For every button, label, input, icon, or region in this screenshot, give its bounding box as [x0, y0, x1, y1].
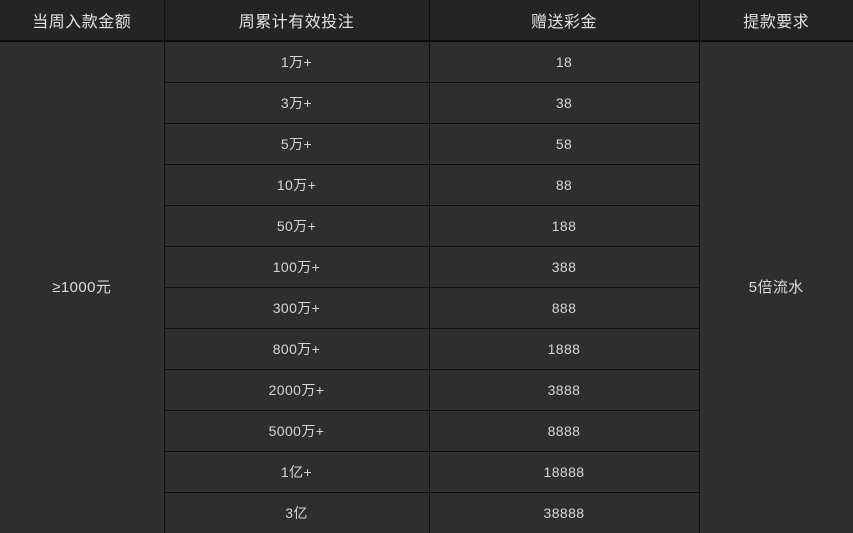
cell-bonus-amount: 188 — [429, 206, 699, 247]
cell-weekly-valid-bet: 3亿 — [164, 493, 429, 533]
cell-bonus-amount: 1888 — [429, 329, 699, 370]
bonus-amount-value: 38888 — [430, 506, 699, 520]
weekly-valid-bet-value: 3亿 — [165, 506, 429, 520]
cell-bonus-amount: 388 — [429, 247, 699, 288]
cell-bonus-amount: 88 — [429, 165, 699, 206]
bonus-amount-value: 1888 — [430, 342, 699, 356]
weekly-valid-bet-value: 1万+ — [165, 55, 429, 69]
weekly-valid-bet-value: 3万+ — [165, 96, 429, 110]
column-header-withdrawal-requirement: 提款要求 — [699, 0, 853, 41]
cell-weekly-valid-bet: 1万+ — [164, 41, 429, 83]
cell-withdrawal-requirement: 5倍流水 — [699, 41, 853, 533]
bonus-amount-value: 8888 — [430, 424, 699, 438]
column-header-weekly-deposit-amount: 当周入款金额 — [0, 0, 164, 41]
cell-bonus-amount: 3888 — [429, 370, 699, 411]
cell-weekly-valid-bet: 2000万+ — [164, 370, 429, 411]
weekly-valid-bet-value: 5000万+ — [165, 424, 429, 438]
cell-bonus-amount: 58 — [429, 124, 699, 165]
bonus-amount-value: 18 — [430, 55, 699, 69]
weekly-valid-bet-value: 10万+ — [165, 178, 429, 192]
cell-bonus-amount: 18888 — [429, 452, 699, 493]
weekly-valid-bet-value: 800万+ — [165, 342, 429, 356]
cell-weekly-valid-bet: 3万+ — [164, 83, 429, 124]
weekly-valid-bet-value: 2000万+ — [165, 383, 429, 397]
bonus-amount-value: 38 — [430, 96, 699, 110]
column-header-weekly-valid-bet: 周累计有效投注 — [164, 0, 429, 41]
withdrawal-requirement-value: 5倍流水 — [700, 280, 853, 295]
column-header-bonus-amount: 赠送彩金 — [429, 0, 699, 41]
cell-weekly-valid-bet: 300万+ — [164, 288, 429, 329]
table-header-row: 当周入款金额 周累计有效投注 赠送彩金 提款要求 — [0, 0, 853, 41]
cell-weekly-valid-bet: 1亿+ — [164, 452, 429, 493]
weekly-valid-bet-value: 50万+ — [165, 219, 429, 233]
cell-bonus-amount: 8888 — [429, 411, 699, 452]
bonus-amount-value: 58 — [430, 137, 699, 151]
bonus-amount-value: 3888 — [430, 383, 699, 397]
cell-weekly-valid-bet: 10万+ — [164, 165, 429, 206]
cell-bonus-amount: 888 — [429, 288, 699, 329]
cell-weekly-valid-bet: 800万+ — [164, 329, 429, 370]
cell-weekly-valid-bet: 5万+ — [164, 124, 429, 165]
cell-deposit-tier: ≥1000元 — [0, 41, 164, 533]
table-header: 当周入款金额 周累计有效投注 赠送彩金 提款要求 — [0, 0, 853, 41]
bonus-amount-value: 18888 — [430, 465, 699, 479]
weekly-valid-bet-value: 300万+ — [165, 301, 429, 315]
cell-weekly-valid-bet: 50万+ — [164, 206, 429, 247]
weekly-valid-bet-value: 5万+ — [165, 137, 429, 151]
cell-bonus-amount: 18 — [429, 41, 699, 83]
deposit-tier-value: ≥1000元 — [0, 280, 164, 295]
cell-bonus-amount: 38888 — [429, 493, 699, 533]
bonus-amount-value: 388 — [430, 260, 699, 274]
bonus-amount-value: 88 — [430, 178, 699, 192]
bonus-amount-value: 188 — [430, 219, 699, 233]
weekly-valid-bet-value: 1亿+ — [165, 465, 429, 479]
weekly-valid-bet-value: 100万+ — [165, 260, 429, 274]
cell-bonus-amount: 38 — [429, 83, 699, 124]
bonus-amount-value: 888 — [430, 301, 699, 315]
cell-weekly-valid-bet: 5000万+ — [164, 411, 429, 452]
cell-weekly-valid-bet: 100万+ — [164, 247, 429, 288]
